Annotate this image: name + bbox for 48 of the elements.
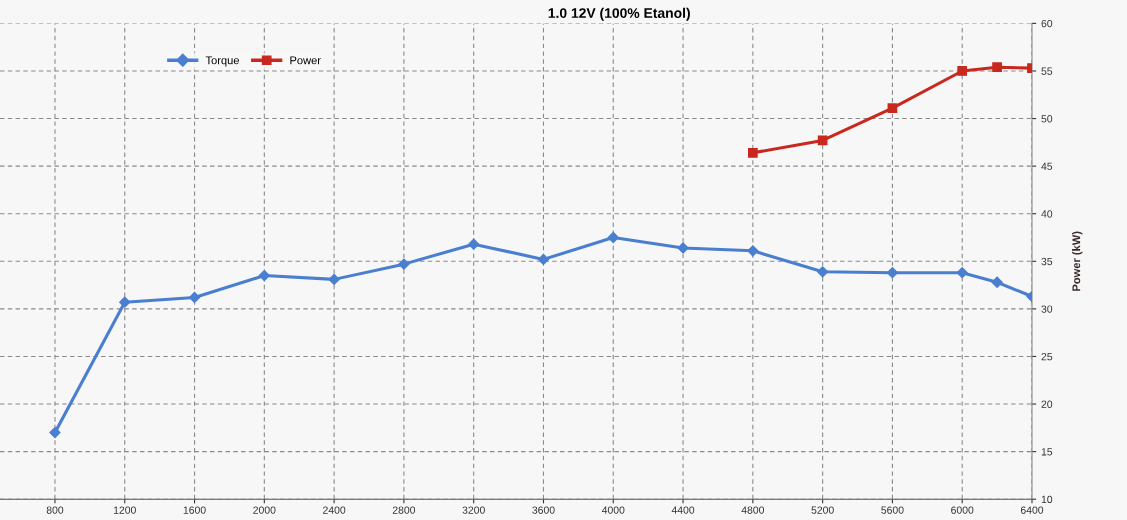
point bbox=[747, 147, 758, 158]
point bbox=[991, 276, 1003, 288]
point bbox=[887, 103, 898, 113]
x-tick-label: 2800 bbox=[392, 506, 416, 514]
x-tick-label: 4000 bbox=[601, 506, 625, 514]
x-tick-label: 3200 bbox=[462, 506, 485, 514]
point bbox=[258, 269, 270, 282]
y-tick-label: 60 bbox=[1041, 19, 1053, 28]
point bbox=[468, 238, 480, 250]
x-tick-label: 6000 bbox=[951, 506, 974, 514]
x-tick-label: 3600 bbox=[532, 506, 555, 514]
y-tick-label: 55 bbox=[1041, 67, 1053, 75]
point bbox=[956, 267, 968, 279]
y-tick-label: 30 bbox=[1041, 305, 1053, 313]
x-tick-label: 6400 bbox=[1020, 506, 1044, 514]
x-tick-label: 4800 bbox=[741, 506, 765, 514]
point bbox=[188, 291, 201, 304]
point bbox=[398, 258, 410, 270]
x-tick-label: 4400 bbox=[671, 506, 695, 514]
point bbox=[328, 273, 340, 285]
point bbox=[747, 245, 759, 257]
point bbox=[119, 296, 131, 308]
y-axis-title: Power (kW) bbox=[1072, 231, 1083, 291]
point bbox=[886, 267, 899, 279]
x-tick-label: 5600 bbox=[881, 506, 904, 514]
y-tick-label: 10 bbox=[1041, 495, 1053, 504]
legend-label: Torque bbox=[205, 56, 239, 67]
point bbox=[49, 426, 61, 439]
point bbox=[992, 62, 1002, 73]
y-tick-label: 40 bbox=[1041, 210, 1053, 218]
legend-label: Power bbox=[290, 56, 321, 65]
point bbox=[537, 253, 550, 266]
y-tick-label: 20 bbox=[1041, 400, 1053, 408]
y-tick-label: 50 bbox=[1041, 115, 1053, 123]
point bbox=[817, 266, 829, 278]
y-tick-label: 35 bbox=[1041, 257, 1053, 266]
x-tick-label: 2400 bbox=[323, 506, 346, 514]
point bbox=[957, 66, 968, 76]
x-tick-label: 2000 bbox=[253, 506, 276, 514]
y-tick-label: 15 bbox=[1041, 448, 1053, 456]
x-tick-label: 800 bbox=[46, 506, 64, 514]
x-tick-label: 5200 bbox=[811, 506, 834, 514]
y-tick-label: 25 bbox=[1041, 352, 1053, 361]
x-tick-label: 1600 bbox=[183, 506, 206, 514]
point bbox=[607, 231, 619, 244]
chart-title: 1.0 12V (100% Etanol) bbox=[548, 7, 690, 21]
x-tick-label: 1200 bbox=[113, 506, 136, 514]
y-tick-label: 45 bbox=[1041, 162, 1053, 171]
